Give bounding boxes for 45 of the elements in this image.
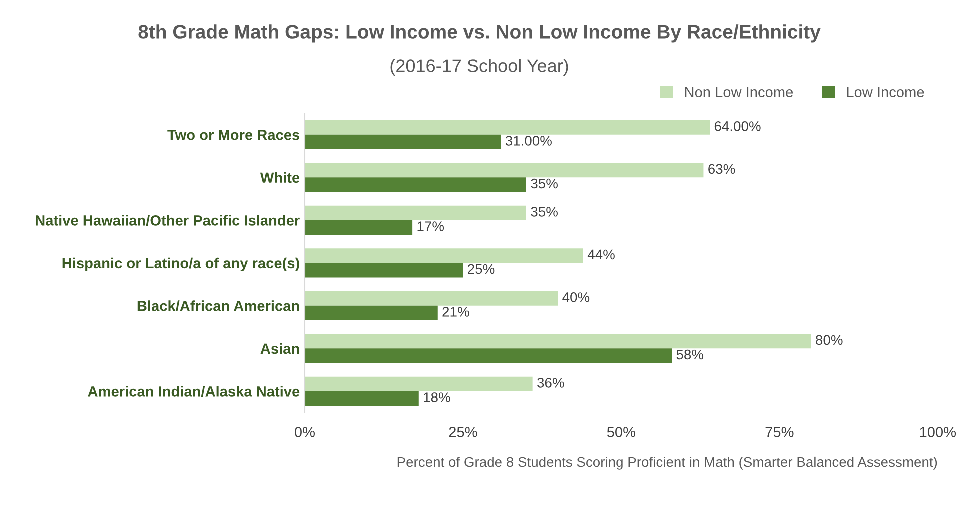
y-tick-label: Black/African American — [138, 300, 300, 312]
y-tick-label: Native Hawaiian/Other Pacific Islander — [36, 215, 300, 226]
x-tick-label: 25% — [449, 427, 478, 438]
bar — [304, 220, 413, 235]
data-label: 18% — [424, 392, 450, 402]
data-label: 21% — [442, 307, 470, 317]
bar — [304, 391, 419, 406]
data-label: 31.00% — [506, 136, 552, 146]
data-label: 64.00% — [714, 122, 761, 132]
bar — [304, 376, 533, 392]
data-label: 35% — [531, 178, 558, 189]
chart-subtitle: (2016-17 School Year) — [390, 59, 568, 76]
y-tick-label: Hispanic or Latino/a of any race(s) — [62, 258, 300, 272]
x-tick-label: 75% — [766, 427, 794, 438]
bar — [304, 163, 704, 178]
x-tick-label: 100% — [920, 427, 956, 438]
bar — [304, 178, 526, 192]
bar — [304, 291, 558, 306]
bar — [304, 306, 438, 320]
legend-label: Low Income — [847, 87, 924, 98]
data-label: 25% — [468, 264, 495, 274]
bar — [304, 120, 710, 135]
data-label: 58% — [676, 350, 704, 360]
bar — [304, 263, 464, 278]
data-label: 80% — [816, 335, 843, 346]
x-axis-title: Percent of Grade 8 Students Scoring Proficient in Math (Smarter Balanced Assessment) — [398, 456, 938, 470]
data-label: 35% — [531, 207, 558, 217]
y-tick-label: American Indian/Alaska Native — [88, 386, 300, 397]
x-tick-label: 50% — [607, 427, 636, 438]
data-label: 40% — [562, 292, 590, 302]
data-label: 17% — [418, 222, 444, 232]
y-tick-label: White — [260, 172, 300, 184]
bar — [304, 348, 672, 364]
y-tick-label: Asian — [260, 343, 300, 354]
bar — [304, 334, 812, 349]
legend-label: Non Low Income — [685, 87, 794, 98]
x-tick-label: 0% — [294, 427, 315, 438]
bar — [304, 206, 526, 220]
bar — [304, 248, 584, 264]
y-tick-label: Two or More Races — [168, 130, 300, 140]
bar — [304, 134, 502, 150]
chart-title: 8th Grade Math Gaps: Low Income vs. Non Low Income By Race/Ethnicity — [138, 24, 821, 43]
data-label: 44% — [588, 250, 615, 260]
data-label: 63% — [708, 164, 736, 174]
data-label: 36% — [538, 378, 564, 388]
